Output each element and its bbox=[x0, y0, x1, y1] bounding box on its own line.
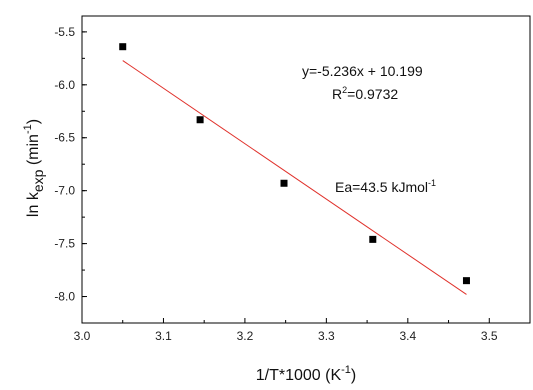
activation-energy-label: Ea=43.5 kJmol-1 bbox=[335, 178, 436, 195]
y-tick-label: -6.5 bbox=[54, 131, 75, 145]
data-points bbox=[119, 43, 470, 285]
data-point bbox=[280, 179, 288, 187]
y-tick-label: -5.5 bbox=[54, 25, 75, 39]
y-axis-ticks: -5.5 -6.0 -6.5 -7.0 -7.5 -8.0 bbox=[54, 25, 87, 324]
data-point bbox=[462, 277, 470, 285]
x-axis-ticks: 3.0 3.1 3.2 3.3 3.4 3.5 bbox=[74, 318, 498, 343]
x-axis-title: 1/T*1000 (K-1) bbox=[256, 364, 357, 384]
y-tick-label: -8.0 bbox=[54, 290, 75, 304]
x-tick-label: 3.1 bbox=[155, 329, 172, 343]
y-tick-label: -6.0 bbox=[54, 78, 75, 92]
x-tick-label: 3.3 bbox=[318, 329, 335, 343]
data-point bbox=[369, 235, 377, 243]
data-point bbox=[119, 43, 127, 51]
plot-frame bbox=[81, 15, 531, 324]
y-tick-label: -7.0 bbox=[54, 184, 75, 198]
x-tick-label: 3.2 bbox=[237, 329, 254, 343]
x-tick-label: 3.5 bbox=[481, 329, 498, 343]
y-axis-title: ln kexp (min-1) bbox=[22, 119, 46, 217]
x-tick-label: 3.4 bbox=[399, 329, 416, 343]
x-tick-label: 3.0 bbox=[74, 329, 91, 343]
data-point bbox=[196, 116, 204, 124]
fit-line bbox=[122, 60, 467, 295]
r-squared-label: R2=0.9732 bbox=[332, 85, 398, 102]
fit-equation: y=-5.236x + 10.199 bbox=[302, 63, 423, 79]
y-tick-label: -7.5 bbox=[54, 237, 75, 251]
